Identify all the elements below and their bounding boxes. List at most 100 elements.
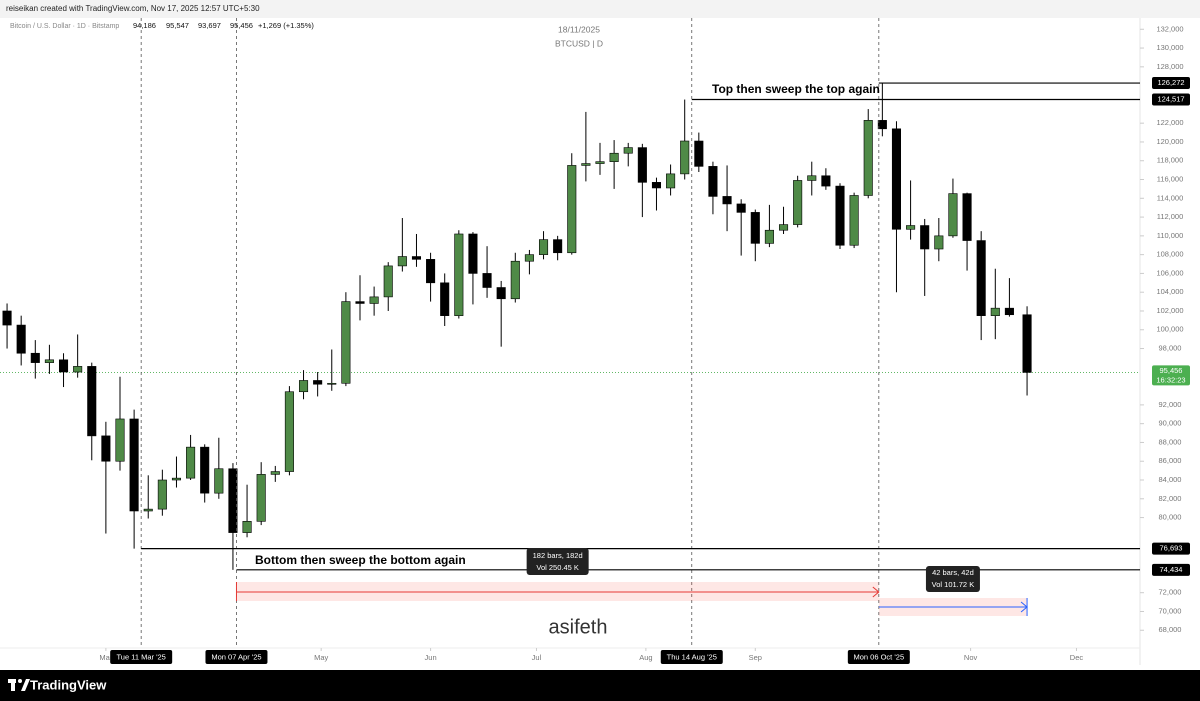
candle-body — [171, 477, 182, 481]
candle-body — [270, 471, 280, 475]
candle-body — [778, 224, 789, 231]
candle-body — [482, 273, 492, 288]
marker-label: Mon 07 Apr '25 — [211, 652, 261, 661]
y-tick-label: 110,000 — [1157, 231, 1184, 240]
range-info: Vol 101.72 K — [932, 580, 975, 589]
watermark-symbol: BTCUSD | D — [555, 38, 603, 48]
candle-body — [1022, 314, 1032, 373]
candle-body — [157, 479, 167, 510]
y-tick-label: 98,000 — [1159, 344, 1182, 353]
range-info: Vol 250.45 K — [536, 563, 579, 572]
candle-body — [411, 256, 422, 260]
ohlc-high: 95,547 — [166, 21, 189, 30]
symbol: Bitcoin / U.S. Dollar · 1D · Bitstamp — [10, 23, 119, 30]
candle-body — [948, 193, 958, 237]
y-tick-label: 82,000 — [1159, 494, 1182, 503]
y-tick-label: 102,000 — [1156, 306, 1183, 315]
y-tick-label: 114,000 — [1157, 193, 1184, 202]
candle-body — [920, 225, 930, 250]
last-price-countdown: 16:32:23 — [1156, 375, 1185, 384]
candle-body — [468, 233, 478, 274]
candle-body — [793, 180, 803, 225]
x-tick-label: Jul — [532, 653, 542, 662]
candle-body — [990, 307, 1000, 316]
y-tick-label: 92,000 — [1159, 400, 1182, 409]
candle-body — [849, 195, 859, 246]
candle-body — [186, 446, 196, 479]
range-info: 42 bars, 42d — [932, 568, 974, 577]
ohlc-change: +1,269 (+1.35%) — [258, 21, 314, 30]
candle-body — [355, 301, 365, 304]
candle-body — [228, 468, 238, 533]
marker-label: Mon 06 Oct '25 — [854, 652, 905, 661]
y-tick-label: 118,000 — [1157, 156, 1184, 165]
candle-body — [538, 239, 549, 255]
ohlc-open: 94,186 — [133, 21, 156, 30]
marker-box — [110, 650, 173, 664]
candle-body — [750, 212, 760, 244]
x-tick-label: Sep — [749, 653, 762, 662]
annotation: Top then sweep the top again — [712, 82, 880, 96]
candle-body — [454, 233, 464, 316]
candle-body — [934, 235, 944, 250]
level-box — [1152, 542, 1190, 555]
candle-body — [637, 147, 647, 183]
candle-body — [722, 196, 732, 205]
y-tick-label: 70,000 — [1159, 606, 1182, 615]
marker-box — [847, 650, 910, 664]
candle-body — [58, 359, 69, 373]
candle-body — [327, 382, 337, 385]
x-tick-label: Nov — [964, 653, 978, 662]
candle-body — [708, 166, 718, 197]
candle-body — [129, 418, 139, 512]
y-tick-label: 106,000 — [1156, 268, 1183, 277]
y-tick-label: 132,000 — [1156, 24, 1183, 33]
candle-body — [383, 265, 393, 298]
y-tick-label: 112,000 — [1157, 212, 1184, 221]
level-box — [1152, 93, 1190, 106]
y-tick-label: 100,000 — [1156, 325, 1183, 334]
marker-label: Tue 11 Mar '25 — [116, 652, 165, 661]
x-tick-label: Dec — [1070, 653, 1084, 662]
y-tick-label: 90,000 — [1159, 419, 1182, 428]
ohlc-low: 93,697 — [198, 21, 221, 30]
y-tick-label: 130,000 — [1156, 43, 1183, 52]
x-tick-label: May — [314, 653, 328, 662]
footer-logo — [8, 679, 30, 691]
candle-body — [496, 287, 506, 300]
candle-body — [313, 380, 323, 385]
last-price-label: 95,456 — [1160, 366, 1183, 375]
level-label: 76,693 — [1160, 544, 1183, 553]
level-label: 126,272 — [1157, 78, 1184, 87]
candle-body — [736, 203, 746, 213]
candle-body — [214, 468, 224, 494]
range-info: 182 bars, 182d — [533, 551, 583, 560]
candle-body — [298, 380, 309, 393]
candle-body — [906, 225, 916, 230]
y-tick-label: 86,000 — [1159, 456, 1182, 465]
top-bar — [0, 0, 1200, 18]
x-tick-label: Aug — [639, 653, 652, 662]
watermark-date: 18/11/2025 — [558, 24, 600, 34]
candle-body — [44, 359, 54, 363]
candle-body — [1004, 307, 1014, 316]
chart-area — [0, 18, 1200, 670]
candle-body — [256, 474, 266, 522]
y-tick-label: 80,000 — [1159, 513, 1182, 522]
candle-body — [821, 175, 831, 187]
candle-body — [567, 165, 577, 254]
range-info-box — [925, 566, 980, 592]
candle-body — [73, 366, 83, 373]
level-box — [1152, 77, 1190, 90]
candle-body — [609, 152, 619, 162]
y-tick-label: 122,000 — [1156, 118, 1183, 127]
candle-body — [242, 521, 252, 533]
candle-body — [426, 259, 436, 284]
candle-body — [595, 161, 605, 164]
annotation: Bottom then sweep the bottom again — [255, 553, 466, 567]
x-tick-label: Jun — [425, 653, 437, 662]
candle-body — [341, 301, 351, 384]
candle-body — [553, 239, 563, 254]
range-info-box — [526, 548, 589, 575]
